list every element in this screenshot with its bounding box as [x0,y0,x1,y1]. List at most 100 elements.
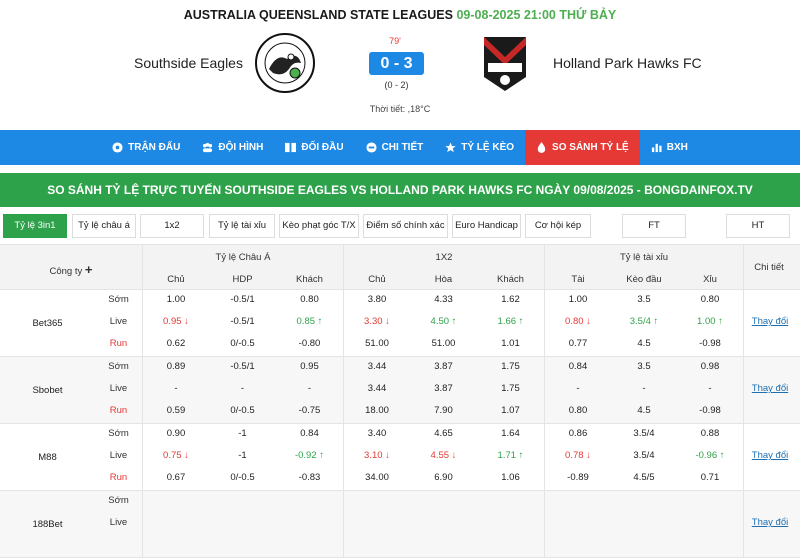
row-type: Live [109,450,128,461]
odds-cell: 0.86 [568,428,588,439]
subheader: Tài [571,274,585,285]
home-team-logo[interactable] [255,33,315,93]
nav-chi-tiet[interactable]: CHI TIẾT [355,130,435,165]
versus-icon [285,142,297,153]
odds-cell: -0.5/1 [230,294,255,305]
odds-cell: 6.90 [434,472,453,483]
odds-cell: 3.44 [367,361,387,372]
odds-cell: 0.80 [568,405,588,416]
tab-phat-goc[interactable]: Kèo phạt góc T/X [279,214,359,238]
nav-tran-dau[interactable]: TRẬN ĐẤU [101,130,191,165]
score-box: 0 - 3 [369,52,424,75]
odds-cell: 0.75 ↓ [163,450,189,461]
nav-bxh[interactable]: BXH [640,130,699,165]
subheader: HDP [232,274,253,285]
odds-cell: 1.06 [501,472,520,483]
change-history-link[interactable]: Thay đổi [751,383,789,394]
change-history-link[interactable]: Thay đổi [751,517,789,528]
match-header: AUSTRALIA QUEENSLAND STATE LEAGUES 09-08… [0,0,800,130]
odds-cell: 1.07 [501,405,520,416]
column-divider [544,491,545,558]
company-header[interactable]: Công ty + [49,262,93,277]
home-team-name[interactable]: Southside Eagles [134,55,243,71]
group-header: Tỷ lệ tài xỉu [619,252,669,263]
tab-co-hoi-kep[interactable]: Cơ hội kép [525,214,591,238]
column-divider [343,357,344,424]
odds-cell: - [708,383,712,394]
chart-icon [651,143,662,153]
away-team-name[interactable]: Holland Park Hawks FC [553,55,702,71]
column-divider [142,357,143,424]
odds-cell: 0/-0.5 [230,338,255,349]
company-block: Sbobet Sớm 0.89 -0.5/1 0.95 3.44 3.87 1.75 0.84 3… [0,357,800,424]
nav-doi-hinh[interactable]: ĐỘI HÌNH [191,130,274,165]
column-divider [544,357,545,424]
odds-cell: 4.55 ↓ [430,450,457,461]
odds-cell: 0.88 [700,428,720,439]
odds-cell: - [240,383,245,394]
plus-icon[interactable]: + [84,262,93,277]
tab-3in1[interactable]: Tỷ lệ 3in1 [3,214,67,238]
odds-cell: -0.92 ↑ [294,450,325,461]
row-type: Sớm [108,428,129,439]
odds-cell: 0.85 ↑ [296,316,323,327]
nav-doi-dau[interactable]: ĐỐI ĐẦU [274,130,354,165]
column-divider [544,290,545,357]
odds-cell: 4.5 [637,338,651,349]
odds-cell: 1.75 [501,383,520,394]
change-history-link[interactable]: Thay đổi [751,450,789,461]
row-type: Sớm [108,495,129,506]
odds-cell: -0.5/1 [230,316,255,327]
column-divider [743,424,744,491]
subheader: Kèo đầu [626,274,662,285]
row-type: Run [109,338,128,349]
subheader: Chủ [368,274,386,285]
detail-header: Chi tiết [754,262,784,273]
compare-icon [537,142,546,153]
tab-chau-a[interactable]: Tỷ lệ châu á [72,214,136,238]
odds-cell: 0.67 [166,472,186,483]
tab-ft[interactable]: FT [622,214,686,238]
column-divider [743,290,744,357]
odds-cell: 18.00 [365,405,389,416]
nav-label: ĐỐI ĐẦU [301,142,344,153]
odds-cell: -0.89 [567,472,589,483]
odds-cell: 3.87 [434,361,453,372]
company-block: M88 Sớm 0.90 -1 0.84 3.40 4.65 1.64 0.86 3.5/4 0.8… [0,424,800,491]
nav-so-sanh-ty-le[interactable]: SO SÁNH TỶ LỆ [525,130,640,165]
tab-ht[interactable]: HT [726,214,790,238]
odds-cell: 0.71 [700,472,720,483]
odds-cell: - [642,383,646,394]
odds-cell: 0.78 ↓ [565,450,591,461]
nav-label: BXH [666,142,688,153]
odds-cell: 3.5/4 [633,450,655,461]
odds-cell: 3.87 [434,383,453,394]
company-name: Bet365 [32,317,63,329]
row-type: Run [109,472,128,483]
odds-cell: -0.96 ↑ [695,450,725,461]
column-divider [142,424,143,491]
odds-cell: 0.62 [166,338,186,349]
nav-label: TRẬN ĐẤU [128,142,181,153]
odds-cell: 7.90 [434,405,453,416]
odds-cell: 1.00 ↑ [697,316,723,327]
tab-diem-so[interactable]: Điểm số chính xác [363,214,448,238]
tab-euro-handicap[interactable]: Euro Handicap [452,214,521,238]
odds-cell: 1.71 ↑ [497,450,524,461]
nav-ty-le-keo[interactable]: TỶ LỆ KÈO [434,130,525,165]
odds-cell: 1.00 [568,294,588,305]
weather-info: Thời tiết: ,18°C [369,104,431,114]
tab-tai-xiu[interactable]: Tỷ lệ tài xỉu [209,214,275,238]
tab-1x2[interactable]: 1x2 [140,214,204,238]
odds-cell: 4.33 [434,294,453,305]
subheader: Khách [296,274,323,285]
match-nav: TRẬN ĐẤU ĐỘI HÌNH ĐỐI ĐẦU CHI TIẾT TỶ LỆ… [0,130,800,165]
away-team-logo[interactable] [480,33,530,93]
odds-cell: 0.98 [700,361,720,372]
odds-cell: -0.98 [699,405,721,416]
subheader: Xỉu [703,274,717,285]
change-history-link[interactable]: Thay đổi [751,316,789,327]
odds-cell: -1 [238,450,247,461]
odds-cell: -0.83 [298,472,321,483]
company-block: 188Bet Sớm Live Thay đổi [0,491,800,558]
